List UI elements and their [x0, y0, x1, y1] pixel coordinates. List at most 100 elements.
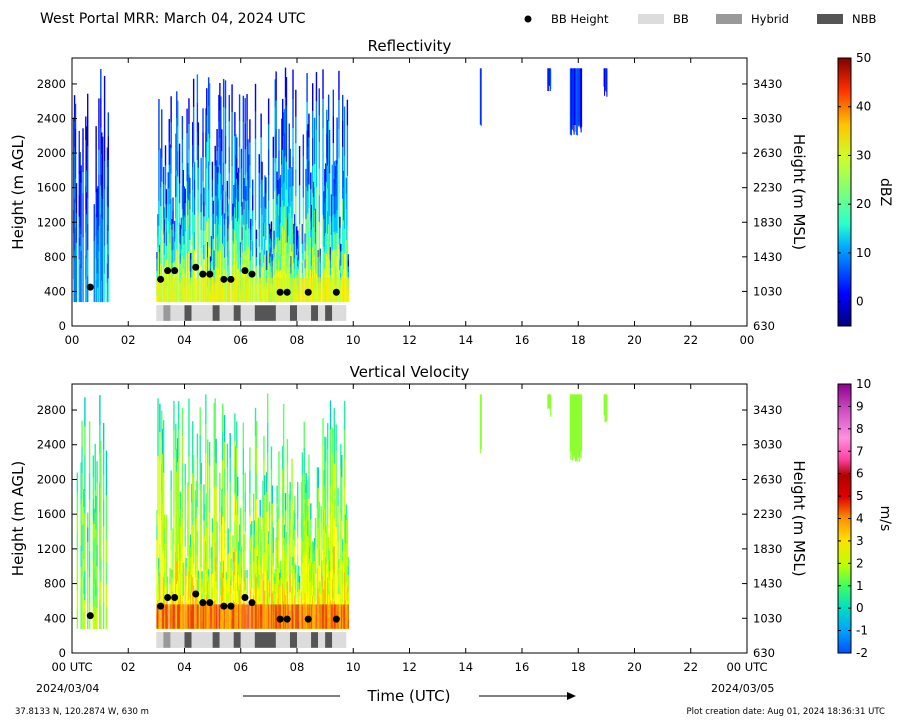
colorbar-tick-label: 30	[856, 148, 871, 162]
legend-label: NBB	[852, 12, 876, 26]
bb-strip-segment-nbb	[184, 632, 192, 648]
x-tick-label: 10	[346, 660, 361, 674]
y-tick-label: 2400	[37, 438, 66, 452]
y2-tick-label: 1030	[753, 611, 782, 625]
heatmap-field	[72, 67, 608, 303]
bb-height-point	[283, 288, 291, 296]
legend-swatch-hybrid	[716, 14, 742, 24]
legend-swatch-nbb	[817, 14, 843, 24]
colorbar-tick-label: 1	[856, 579, 864, 593]
x-tick-label: 20	[627, 660, 642, 674]
x-tick-label: 16	[515, 660, 530, 674]
bb-height-point	[157, 602, 165, 610]
x-tick-label: 00	[740, 333, 755, 347]
x-tick-label: 12	[402, 333, 417, 347]
y-tick-label: 1200	[37, 542, 66, 556]
y2-tick-label: 1430	[753, 577, 782, 591]
creation-date-label: Plot creation date: Aug 01, 2024 18:36:3…	[687, 707, 886, 717]
colorbar-tick-label: -1	[856, 624, 868, 638]
y2-tick-label: 1830	[753, 215, 782, 229]
bb-height-point	[157, 275, 165, 283]
x-tick-label: 06	[233, 660, 248, 674]
y2-axis-label: Height (m MSL)	[790, 460, 808, 576]
bb-height-point	[192, 263, 200, 271]
y2-tick-label: 1830	[753, 542, 782, 556]
heatmap-field	[76, 393, 608, 630]
bb-strip-segment-bb	[318, 305, 326, 321]
bb-height-point	[86, 612, 94, 620]
bb-height-point	[304, 288, 312, 296]
bb-height-point	[276, 615, 284, 623]
colorbar-label: dBZ	[877, 178, 893, 206]
date-start-label: 2024/03/04	[36, 682, 99, 695]
x-tick-label: 16	[515, 333, 530, 347]
bb-strip-segment-bb	[219, 305, 234, 321]
x-tick-label: 04	[177, 660, 192, 674]
colorbar-tick-label: 50	[856, 51, 871, 65]
colorbar-tick-label: 6	[856, 467, 864, 481]
colorbar-tick-label: 4	[856, 512, 864, 526]
bb-strip-segment-nbb	[289, 305, 297, 321]
bb-strip-segment-nbb	[311, 305, 319, 321]
y-tick-label: 800	[44, 577, 66, 591]
y2-tick-label: 1430	[753, 250, 782, 264]
y-tick-label: 2400	[37, 112, 66, 126]
y-tick-label: 0	[59, 319, 66, 333]
bb-height-point	[199, 270, 207, 278]
bb-strip-segment-hybrid	[163, 632, 171, 648]
x-tick-label: 14	[458, 333, 473, 347]
bb-height-point	[332, 615, 340, 623]
x-tick-label: 22	[683, 660, 698, 674]
colorbar-tick-label: 3	[856, 534, 864, 548]
x-tick-label: 14	[458, 660, 473, 674]
bb-strip-segment-bb	[275, 632, 290, 648]
bb-height-point	[276, 288, 284, 296]
y-tick-label: 2000	[37, 472, 66, 486]
bb-strip-segment-bb	[156, 305, 164, 321]
y-axis-label: Height (m AGL)	[9, 134, 27, 249]
colorbar-tick-label: -2	[856, 646, 868, 660]
velocity-colorbar: -2 -1 0 1 2 3 4 5 6 7 8 9 10 m/s	[837, 377, 893, 660]
bb-height-point	[206, 599, 214, 607]
colorbar-tick-label: 2	[856, 556, 864, 570]
bb-height-point	[220, 275, 228, 283]
colorbar-tick-label: 8	[856, 422, 864, 436]
bb-strip-segment-bb	[297, 305, 312, 321]
bb-strip-segment-bb	[318, 632, 326, 648]
colorbar-tick-label: 0	[856, 295, 864, 309]
bb-strip-segment-nbb	[325, 632, 333, 648]
bb-strip-segment-nbb	[212, 305, 220, 321]
figure-title: West Portal MRR: March 04, 2024 UTC	[40, 11, 306, 27]
y2-tick-label: 2230	[753, 507, 782, 521]
colorbar-tick-label: 5	[856, 489, 864, 503]
bb-height-point	[192, 590, 200, 598]
bb-strip-segment-bb	[297, 632, 312, 648]
bb-strip-segment-bb	[170, 305, 179, 321]
bb-strip-segment-nbb	[212, 632, 220, 648]
colorbar-tick-label: 10	[856, 246, 871, 260]
bb-strip-segment-bb	[191, 305, 213, 321]
legend-label: BB	[673, 12, 689, 26]
bb-height-point	[171, 267, 179, 275]
x-tick-label: 20	[627, 333, 642, 347]
colorbar-tick-label: 7	[856, 444, 864, 458]
x-tick-label: 02	[121, 660, 136, 674]
bb-strip-segment-bb	[275, 305, 290, 321]
legend-swatch-bb	[638, 14, 664, 24]
bb-strip-segment-bb	[170, 632, 179, 648]
y2-tick-label: 3030	[753, 438, 782, 452]
y2-tick-label: 2630	[753, 472, 782, 486]
bb-height-point	[220, 602, 228, 610]
date-end-label: 2024/03/05	[711, 682, 774, 695]
bb-height-point	[206, 270, 214, 278]
legend-label: Hybrid	[751, 12, 789, 26]
colorbar-label: m/s	[877, 506, 893, 532]
bb-strip-segment-nbb	[184, 305, 192, 321]
y-tick-label: 800	[44, 250, 66, 264]
bb-strip-segment-bb	[332, 632, 347, 648]
y-tick-label: 400	[44, 284, 66, 298]
x-tick-label: 22	[683, 333, 698, 347]
y-tick-label: 400	[44, 611, 66, 625]
